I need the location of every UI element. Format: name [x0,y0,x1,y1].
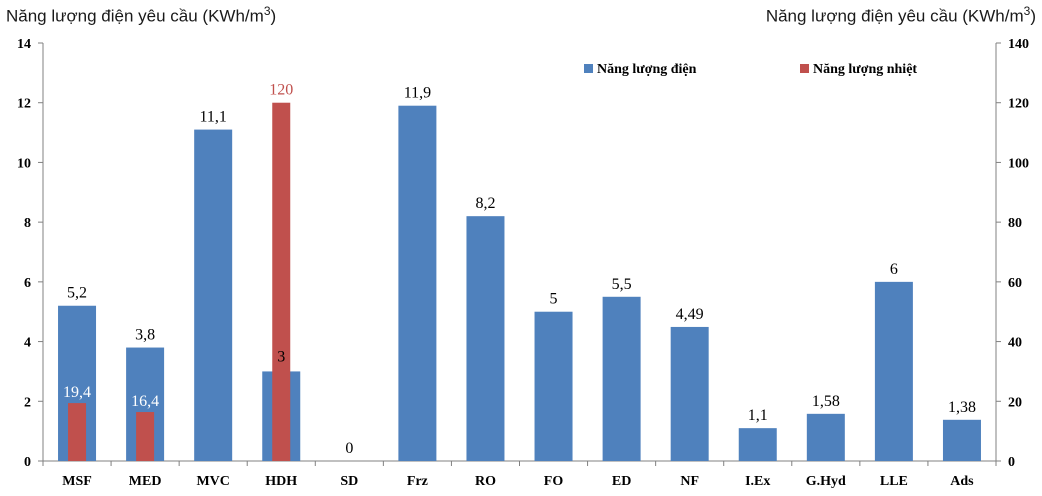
data-label-electric: 5 [550,291,558,308]
y-tick-label-right: 40 [1008,336,1022,351]
data-label-electric: 3 [277,348,285,365]
x-category-label: FO [544,474,564,489]
x-category-label: NF [680,474,699,489]
bar-electric [806,413,845,461]
x-category-label: Ads [950,474,974,489]
y-tick-label-right: 20 [1008,395,1022,410]
bar-electric [874,281,913,461]
data-label-electric: 1,1 [748,407,768,424]
data-label-electric: 3,8 [135,327,155,344]
data-label-electric: 5,5 [612,276,632,293]
x-category-label: SD [340,474,358,489]
x-category-label: LLE [880,474,908,489]
bar-thermal [136,412,155,461]
y-tick-label-left: 10 [17,156,31,171]
y-tick-label-left: 8 [24,216,31,231]
x-category-label: ED [612,474,631,489]
y-tick-label-left: 4 [24,336,31,351]
x-category-label: MED [129,474,162,489]
data-label-electric: 6 [890,261,898,278]
x-category-label: MSF [62,474,92,489]
bar-thermal [272,102,291,461]
bar-electric [398,105,437,461]
y-axis-title-left: Năng lượng điện yêu cầu (KWh/m3) [6,4,277,26]
x-category-label: Frz [407,474,428,489]
y-tick-label-right: 0 [1008,455,1015,470]
y-tick-label-left: 14 [17,37,31,52]
y-tick-label-right: 60 [1008,276,1022,291]
data-label-electric: 8,2 [475,195,495,212]
x-category-label: I.Ex [745,474,770,489]
bar-electric [738,428,777,461]
y-tick-label-left: 0 [24,455,31,470]
legend-label-electric: Năng lượng điện [597,62,697,77]
bar-electric [942,419,981,461]
x-category-label: RO [475,474,496,489]
data-label-electric: 1,38 [948,399,976,416]
legend-swatch-thermal [800,64,809,73]
y-tick-label-right: 100 [1008,156,1029,171]
x-category-label: HDH [265,474,297,489]
legend-label-thermal: Năng lượng nhiệt [813,62,917,77]
x-category-label: G.Hyd [806,474,846,489]
bar-electric [602,296,641,461]
data-label-electric: 5,2 [67,285,87,302]
data-label-thermal: 16,4 [131,393,159,410]
data-label-thermal: 19,4 [63,384,91,401]
bar-thermal [68,403,87,461]
legend-swatch-electric [584,64,593,73]
y-tick-label-right: 120 [1008,97,1029,112]
y-axis-title-right: Năng lượng điện yêu cầu (KWh/m3) [765,4,1036,26]
x-category-label: MVC [196,474,229,489]
data-label-electric: 4,49 [676,306,704,323]
bar-electric [194,129,233,462]
data-label-electric: 0 [345,440,353,457]
bar-electric [466,216,505,461]
y-tick-label-right: 80 [1008,216,1022,231]
y-tick-label-right: 140 [1008,37,1029,52]
y-tick-label-left: 12 [17,97,31,112]
data-label-thermal: 120 [269,82,293,99]
y-tick-label-left: 2 [24,395,31,410]
data-label-electric: 11,1 [199,109,226,126]
bar-electric [534,311,573,461]
y-tick-label-left: 6 [24,276,31,291]
data-label-electric: 1,58 [812,393,840,410]
data-label-electric: 11,9 [404,85,431,102]
bar-electric [670,326,709,461]
